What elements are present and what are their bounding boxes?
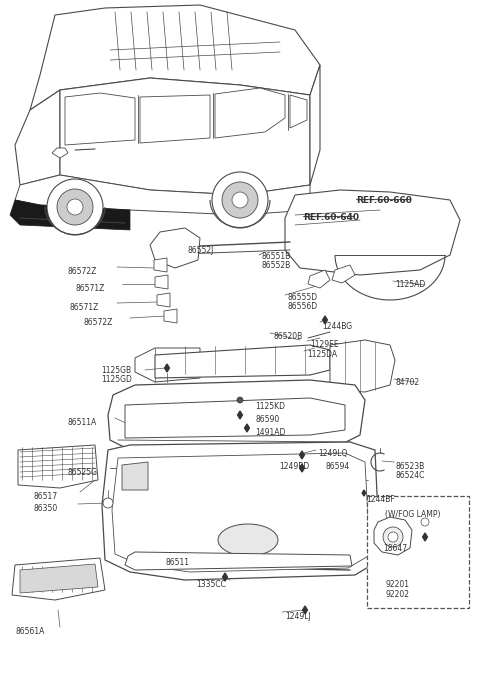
Polygon shape	[165, 364, 169, 372]
Text: (W/FOG LAMP): (W/FOG LAMP)	[385, 510, 441, 519]
Text: 1129EE: 1129EE	[310, 340, 338, 349]
Circle shape	[237, 397, 243, 403]
Text: 86571Z: 86571Z	[75, 284, 104, 293]
Polygon shape	[155, 275, 168, 289]
Polygon shape	[310, 65, 320, 185]
Circle shape	[222, 182, 258, 218]
Text: 86571Z: 86571Z	[70, 303, 99, 312]
Polygon shape	[300, 451, 304, 459]
Text: 1249LQ: 1249LQ	[318, 449, 348, 458]
Polygon shape	[125, 552, 352, 570]
Polygon shape	[422, 533, 427, 541]
Polygon shape	[30, 5, 320, 110]
Polygon shape	[157, 293, 170, 307]
Polygon shape	[10, 200, 130, 230]
Text: 1335CC: 1335CC	[196, 580, 226, 589]
Polygon shape	[150, 228, 200, 268]
Text: 86511: 86511	[165, 558, 189, 567]
Text: 1125KD: 1125KD	[255, 402, 285, 411]
Text: 1491AD: 1491AD	[255, 428, 286, 437]
Polygon shape	[362, 490, 366, 496]
Polygon shape	[245, 424, 250, 432]
Polygon shape	[164, 309, 177, 323]
Text: 1125GB: 1125GB	[101, 366, 131, 375]
Text: 86511A: 86511A	[68, 418, 97, 427]
Text: 86523B: 86523B	[396, 462, 425, 471]
Circle shape	[232, 192, 248, 208]
Text: 86520B: 86520B	[274, 332, 303, 341]
Text: 92202: 92202	[385, 590, 409, 599]
Text: REF.60-640: REF.60-640	[303, 213, 359, 222]
Text: 1244BG: 1244BG	[322, 322, 352, 331]
Circle shape	[57, 189, 93, 225]
Polygon shape	[374, 517, 412, 555]
Polygon shape	[290, 95, 307, 128]
Text: 1249LJ: 1249LJ	[285, 612, 311, 621]
Circle shape	[67, 199, 83, 215]
Polygon shape	[122, 462, 148, 490]
Polygon shape	[238, 411, 242, 419]
Text: 1125AD: 1125AD	[395, 280, 425, 289]
Text: 86561A: 86561A	[16, 627, 46, 636]
Text: 18647: 18647	[383, 544, 407, 553]
Polygon shape	[300, 464, 304, 472]
Circle shape	[103, 498, 113, 508]
Text: REF.60-660: REF.60-660	[356, 196, 412, 205]
Polygon shape	[60, 78, 310, 195]
Circle shape	[383, 527, 403, 547]
Polygon shape	[332, 265, 355, 283]
Text: 86555D: 86555D	[288, 293, 318, 302]
Text: 86552B: 86552B	[262, 261, 291, 270]
Text: 86524C: 86524C	[396, 471, 425, 480]
Text: 84702: 84702	[396, 378, 420, 387]
Circle shape	[313, 461, 327, 475]
Circle shape	[421, 518, 429, 526]
Text: 86556D: 86556D	[288, 302, 318, 311]
Polygon shape	[12, 558, 105, 600]
Polygon shape	[330, 340, 395, 392]
Polygon shape	[112, 453, 370, 572]
Ellipse shape	[218, 524, 278, 556]
Text: 86551B: 86551B	[262, 252, 291, 261]
Polygon shape	[102, 442, 380, 580]
Polygon shape	[15, 175, 310, 215]
Text: 1125DA: 1125DA	[307, 350, 337, 359]
Polygon shape	[140, 95, 210, 143]
Polygon shape	[65, 93, 135, 145]
Text: 86552J: 86552J	[188, 246, 215, 255]
Circle shape	[212, 172, 268, 228]
Text: 86525G: 86525G	[68, 468, 98, 477]
Text: 92201: 92201	[385, 580, 409, 589]
Text: 1244BF: 1244BF	[366, 495, 395, 504]
Circle shape	[388, 532, 398, 542]
Polygon shape	[52, 148, 68, 158]
Polygon shape	[308, 270, 330, 288]
FancyBboxPatch shape	[367, 496, 469, 608]
Polygon shape	[125, 398, 345, 438]
Text: 86572Z: 86572Z	[68, 267, 97, 276]
Text: 86594: 86594	[325, 462, 349, 471]
Polygon shape	[108, 380, 365, 450]
Polygon shape	[18, 445, 98, 488]
Polygon shape	[155, 345, 330, 378]
Text: 1249BD: 1249BD	[279, 462, 309, 471]
Polygon shape	[223, 573, 228, 581]
Text: 86350: 86350	[33, 504, 57, 513]
Polygon shape	[20, 564, 98, 593]
Text: 86572Z: 86572Z	[83, 318, 112, 327]
Circle shape	[47, 179, 103, 235]
Polygon shape	[154, 258, 167, 272]
Polygon shape	[135, 348, 200, 382]
Polygon shape	[302, 606, 307, 614]
Text: 1125GD: 1125GD	[101, 375, 132, 384]
Polygon shape	[323, 316, 327, 324]
Polygon shape	[215, 88, 285, 138]
Text: 86517: 86517	[33, 492, 57, 501]
Polygon shape	[15, 90, 60, 185]
Text: 86590: 86590	[255, 415, 279, 424]
Polygon shape	[285, 190, 460, 275]
